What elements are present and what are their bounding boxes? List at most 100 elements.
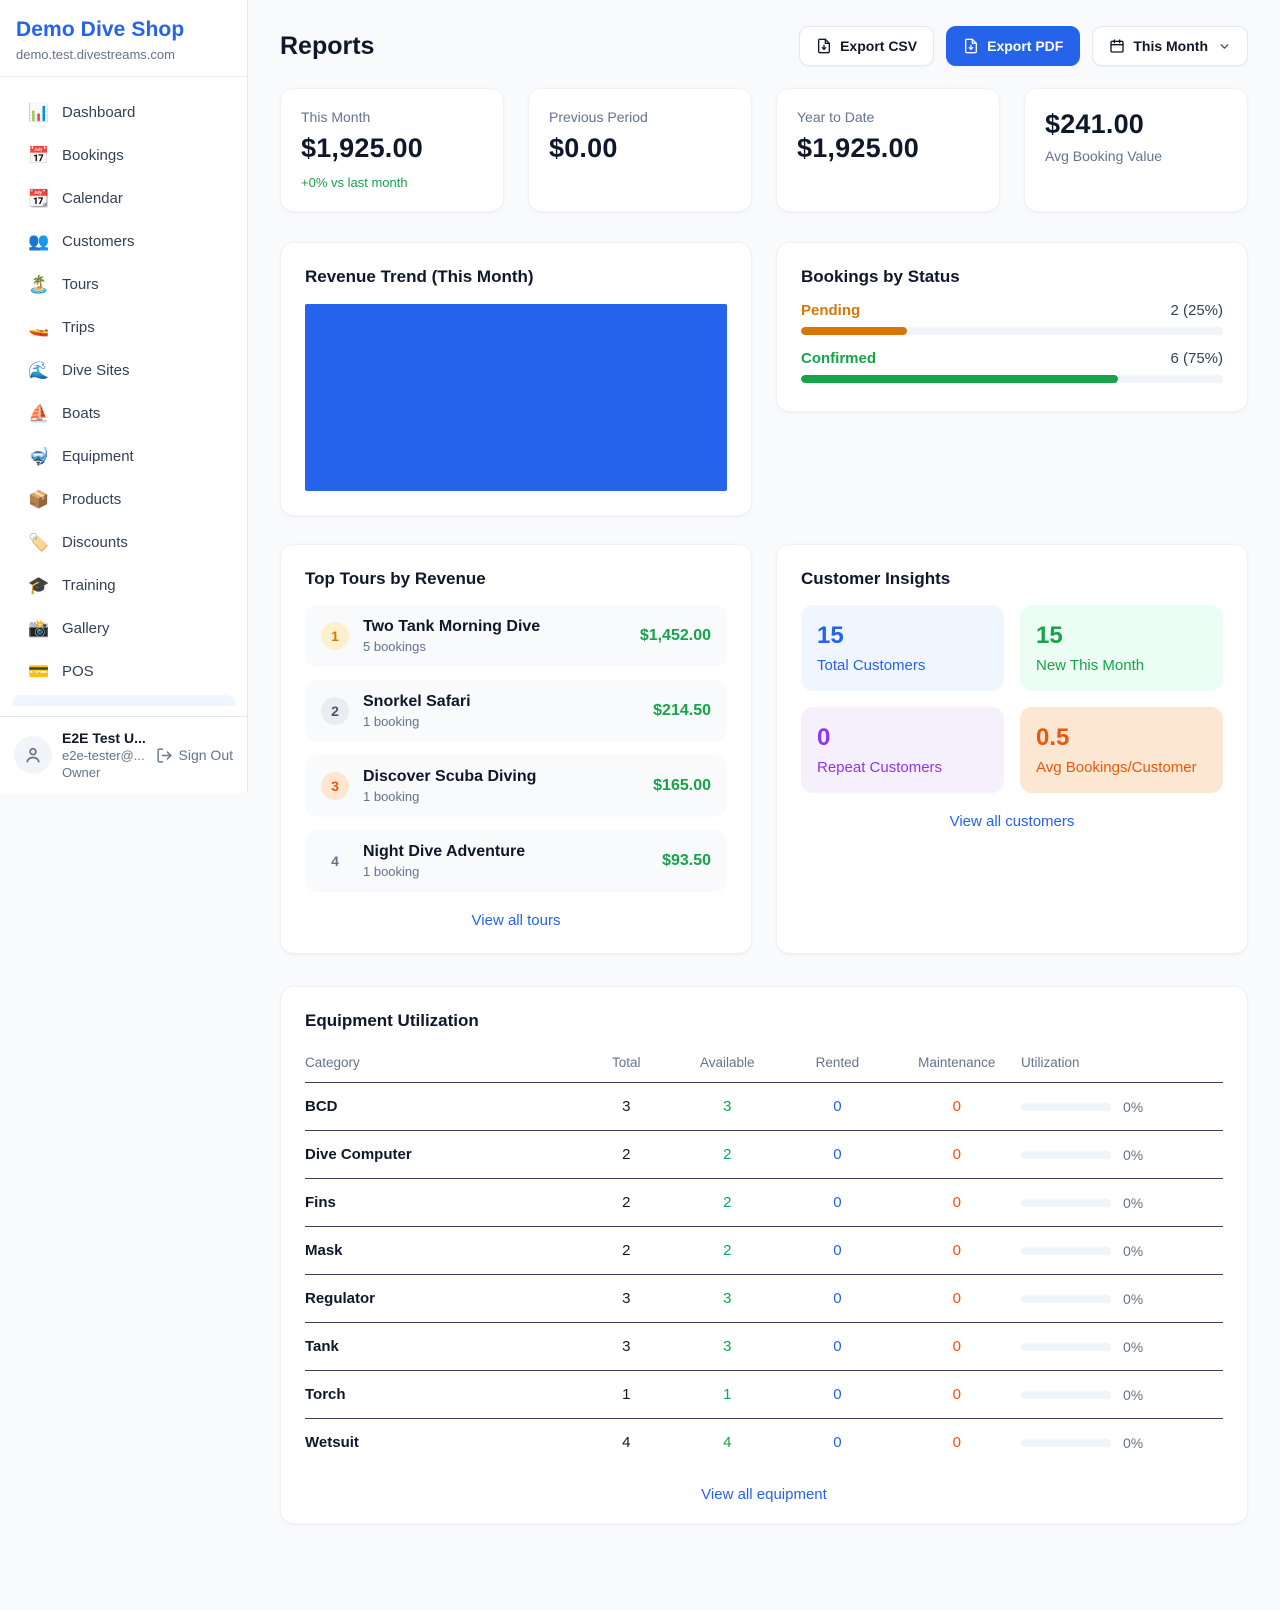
column-header-maintenance: Maintenance	[892, 1045, 1022, 1083]
customers-icon: 👥	[28, 231, 50, 251]
view-all-customers-link[interactable]: View all customers	[949, 813, 1075, 830]
status-label: Pending	[801, 302, 861, 319]
status-bar-fill	[801, 327, 907, 335]
shop-name: Demo Dive Shop	[16, 18, 185, 41]
sidebar-nav: 📊 Dashboard 📅 Bookings 📆 Calendar 👥 Cust…	[0, 77, 247, 693]
export-pdf-label: Export PDF	[987, 38, 1064, 54]
cell-utilization: 0%	[1021, 1322, 1223, 1371]
insight-label: Avg Bookings/Customer	[1036, 759, 1197, 776]
cell-category: Tank	[305, 1322, 581, 1371]
sidebar-nav-item[interactable]: 🌊 Dive Sites	[12, 349, 235, 392]
view-all-tours-link[interactable]: View all tours	[471, 912, 561, 929]
sidebar-nav-item[interactable]: 🚤 Trips	[12, 306, 235, 349]
utilization-bar-track	[1021, 1102, 1112, 1111]
view-all-equipment-link[interactable]: View all equipment	[701, 1486, 827, 1503]
avatar	[14, 736, 52, 774]
utilization-percent: 0%	[1123, 1338, 1144, 1355]
cell-total: 4	[622, 1434, 631, 1451]
sidebar-nav-item[interactable]: 👥 Customers	[12, 220, 235, 263]
sidebar-nav-item[interactable]: 📸 Gallery	[12, 607, 235, 650]
cell-maintenance: 0	[892, 1370, 1022, 1419]
cell-maintenance: 0	[892, 1178, 1022, 1227]
cell-available: 3	[672, 1322, 783, 1371]
dashboard-icon: 📊	[28, 102, 50, 122]
status-bar-track	[801, 375, 1223, 383]
sidebar-spacer	[0, 706, 247, 716]
user-footer: E2E Test U... e2e-tester@... Owner Sign …	[0, 716, 247, 793]
stat-label: Avg Booking Value	[1045, 148, 1163, 164]
sidebar-nav-item[interactable]: 📊 Dashboard	[12, 91, 235, 134]
top-tours-card: Top Tours by Revenue 1 Two Tank Morning …	[280, 544, 752, 954]
revenue-trend-chart	[305, 304, 727, 491]
column-header-utilization: Utilization	[1021, 1045, 1223, 1083]
cell-utilization: 0%	[1021, 1274, 1223, 1323]
utilization-bar-track	[1021, 1198, 1112, 1207]
tour-rank-badge: 2	[321, 697, 349, 725]
revenue-trend-card: Revenue Trend (This Month)	[280, 242, 752, 516]
insight-value: 15	[817, 622, 844, 649]
sidebar-nav-item[interactable]: ⛵ Boats	[12, 392, 235, 435]
camera-icon: 📸	[28, 618, 50, 638]
tour-row: 2 Snorkel Safari 1 booking $214.50	[305, 680, 727, 742]
equipment-utilization-title: Equipment Utilization	[305, 1011, 479, 1030]
stat-delta: +0% vs last month	[301, 175, 408, 190]
sidebar-nav-label: Boats	[62, 405, 101, 422]
stat-card-avg-booking-value: $241.00 Avg Booking Value	[1024, 88, 1248, 212]
insight-tiles: 15 Total Customers 15 New This Month 0 R…	[801, 605, 1223, 793]
cell-category: BCD	[305, 1082, 581, 1131]
utilization-percent: 0%	[1123, 1146, 1144, 1163]
app-root: Demo Dive Shop demo.test.divestreams.com…	[0, 0, 1248, 1524]
cell-category: Wetsuit	[305, 1434, 359, 1451]
cell-maintenance: 0	[892, 1322, 1022, 1371]
chevron-down-icon	[1220, 43, 1229, 49]
sidebar-nav-item[interactable]: 💳 POS	[12, 650, 235, 693]
cell-total: 2	[580, 1178, 673, 1227]
utilization-percent: 0%	[1123, 1434, 1144, 1451]
tour-name: Night Dive Adventure	[363, 843, 526, 860]
cell-utilization: 0%	[1021, 1370, 1223, 1419]
status-row: Confirmed 6 (75%)	[801, 350, 1223, 383]
insight-label: New This Month	[1036, 657, 1145, 674]
column-header-category: Category	[305, 1045, 581, 1083]
export-csv-button[interactable]: Export CSV	[799, 26, 935, 66]
top-tours-title: Top Tours by Revenue	[305, 569, 486, 588]
file-download-icon	[818, 38, 831, 54]
table-row: Wetsuit 4 4 0 0 0%	[305, 1419, 1223, 1467]
insight-value: 15	[1036, 622, 1063, 649]
user-info: E2E Test U... e2e-tester@... Owner	[62, 730, 146, 780]
sidebar-item-reports-active-partial[interactable]	[12, 695, 235, 706]
export-pdf-button[interactable]: Export PDF	[946, 26, 1081, 66]
cell-available: 4	[723, 1434, 732, 1451]
column-header-rented: Rented	[782, 1045, 893, 1083]
sidebar-nav-item[interactable]: 📆 Calendar	[12, 177, 235, 220]
sidebar-nav-item[interactable]: 📦 Products	[12, 478, 235, 521]
utilization-percent: 0%	[1123, 1194, 1144, 1211]
sidebar-nav-label: Dashboard	[62, 104, 136, 121]
sidebar-nav-item[interactable]: 🤿 Equipment	[12, 435, 235, 478]
period-dropdown[interactable]: This Month	[1092, 26, 1248, 66]
insight-tile: 0 Repeat Customers	[801, 707, 1004, 793]
sign-out-label: Sign Out	[178, 747, 233, 763]
tour-name: Two Tank Morning Dive	[363, 618, 541, 635]
status-row: Pending 2 (25%)	[801, 302, 1223, 335]
cell-rented: 0	[782, 1178, 893, 1227]
status-bar-track	[801, 327, 1223, 335]
sign-out-button[interactable]: Sign Out	[156, 747, 233, 764]
sidebar-nav-item[interactable]: 🎓 Training	[12, 564, 235, 607]
sidebar-nav-item[interactable]: 🏷️ Discounts	[12, 521, 235, 564]
utilization-bar-track	[1021, 1150, 1112, 1159]
column-header-available: Available	[672, 1045, 783, 1083]
cell-category: Torch	[305, 1370, 581, 1419]
cell-total: 1	[580, 1370, 673, 1419]
sidebar-nav-item[interactable]: 🏝️ Tours	[12, 263, 235, 306]
tour-revenue: $93.50	[662, 852, 711, 869]
header-actions: Export CSV Export PDF This Month	[799, 26, 1248, 66]
cell-available: 2	[672, 1178, 783, 1227]
customer-insights-card: Customer Insights 15 Total Customers 15 …	[776, 544, 1248, 954]
sidebar-nav-item[interactable]: 📅 Bookings	[12, 134, 235, 177]
sign-out-icon	[156, 747, 172, 763]
page-header: Reports Export CSV Export PDF This Month	[280, 26, 1248, 66]
tour-bookings-count: 5 bookings	[363, 639, 426, 654]
utilization-percent: 0%	[1123, 1242, 1144, 1259]
cell-category: Mask	[305, 1226, 581, 1275]
